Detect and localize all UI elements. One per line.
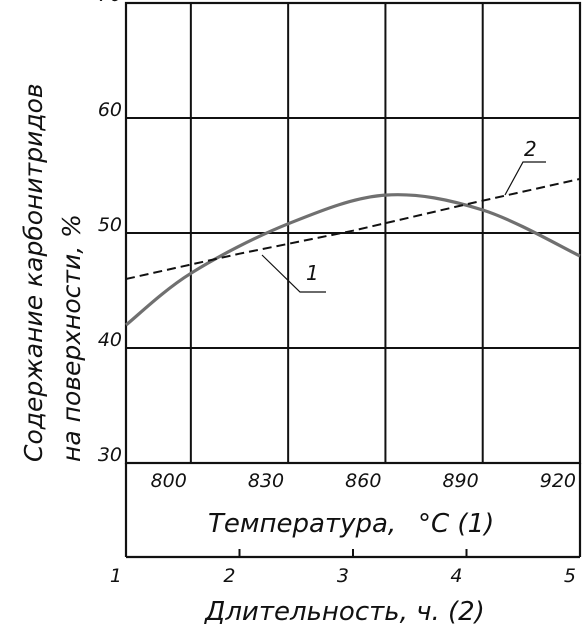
duration-tick-labels: 1 2 3 4 5 xyxy=(110,549,581,587)
duration-tick-label: 5 xyxy=(564,565,576,587)
series-2-callout: 2 xyxy=(524,137,537,161)
temperature-axis-title: Температура, xyxy=(208,509,396,539)
series-2-leader-line xyxy=(504,161,546,196)
temperature-axis-unit: °C (1) xyxy=(418,509,494,539)
y-axis-title-line1: Содержание карбонитридов xyxy=(19,83,48,462)
temperature-tick-label: 890 xyxy=(442,470,478,492)
series-1-callout: 1 xyxy=(306,261,319,285)
duration-tick-label: 2 xyxy=(223,565,235,587)
series-2-line xyxy=(125,177,581,280)
temperature-tick-label: 920 xyxy=(540,470,576,492)
duration-axis-title: Длительность, ч. (2) xyxy=(204,597,485,627)
temperature-tick-label: 800 xyxy=(151,470,187,492)
duration-tick-label: 4 xyxy=(450,565,462,587)
y-tick-label: 50 xyxy=(98,214,122,236)
y-axis-title-line2: на поверхности, % xyxy=(57,214,86,462)
y-tick-label: 60 xyxy=(98,99,122,121)
grid xyxy=(126,2,581,464)
duration-tick-label: 3 xyxy=(337,565,349,587)
temperature-tick-label: 830 xyxy=(248,470,284,492)
y-tick-label: 40 xyxy=(98,329,122,351)
y-tick-label: 30 xyxy=(98,444,122,466)
temperature-tick-label: 860 xyxy=(345,470,381,492)
series-1-leader-line xyxy=(261,254,326,293)
duration-tick-label: 1 xyxy=(110,565,122,587)
temperature-tick-labels: 800 830 860 890 920 xyxy=(151,470,576,492)
plot-frame xyxy=(124,1,582,465)
y-tick-label: 70 xyxy=(98,0,122,6)
series-layer xyxy=(125,177,581,327)
series-1-line xyxy=(125,193,581,327)
y-tick-labels: 30 40 50 60 70 xyxy=(98,0,122,466)
